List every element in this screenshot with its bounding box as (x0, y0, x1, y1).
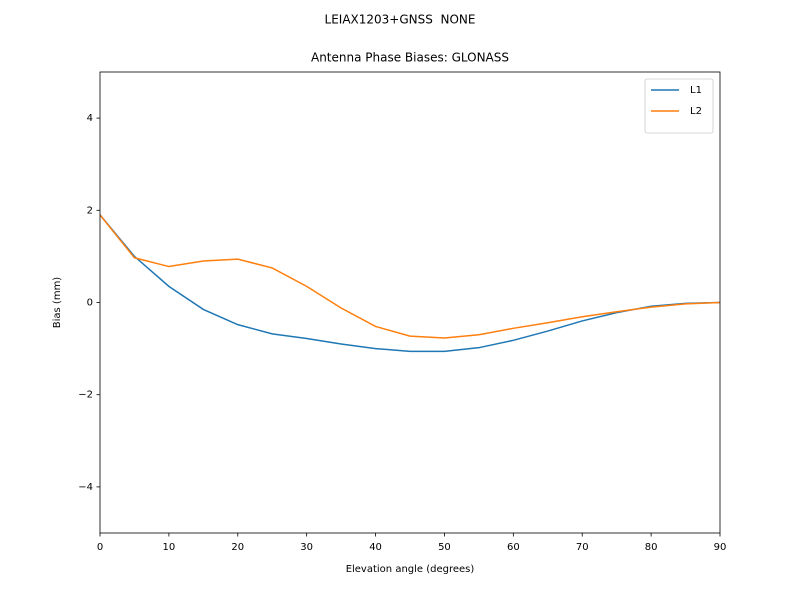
y-tick-label: 2 (87, 205, 93, 216)
x-tick-label: 70 (576, 542, 589, 553)
x-tick-label: 10 (163, 542, 176, 553)
x-tick-label: 30 (300, 542, 313, 553)
y-axis-label: Bias (mm) (52, 277, 63, 329)
suptitle: LEIAX1203+GNSS NONE (325, 13, 476, 27)
line-series (100, 214, 720, 339)
x-tick-label: 50 (438, 542, 451, 553)
y-tick-label: −4 (78, 482, 93, 493)
line-series (100, 214, 720, 353)
legend-label: L2 (690, 106, 702, 117)
y-tick-label: 0 (87, 298, 93, 309)
x-tick-label: 60 (507, 542, 520, 553)
x-tick-label: 0 (97, 542, 103, 553)
x-tick-label: 90 (714, 542, 727, 553)
legend-box (644, 78, 714, 134)
x-axis-label: Elevation angle (degrees) (346, 564, 475, 575)
y-tick-label: 4 (87, 113, 93, 124)
legend-label: L1 (690, 85, 702, 96)
x-tick-label: 20 (231, 542, 244, 553)
x-tick-label: 80 (645, 542, 658, 553)
chart-title: Antenna Phase Biases: GLONASS (311, 51, 509, 65)
x-tick-label: 40 (369, 542, 382, 553)
plot-frame (99, 71, 721, 534)
y-tick-label: −2 (78, 390, 93, 401)
